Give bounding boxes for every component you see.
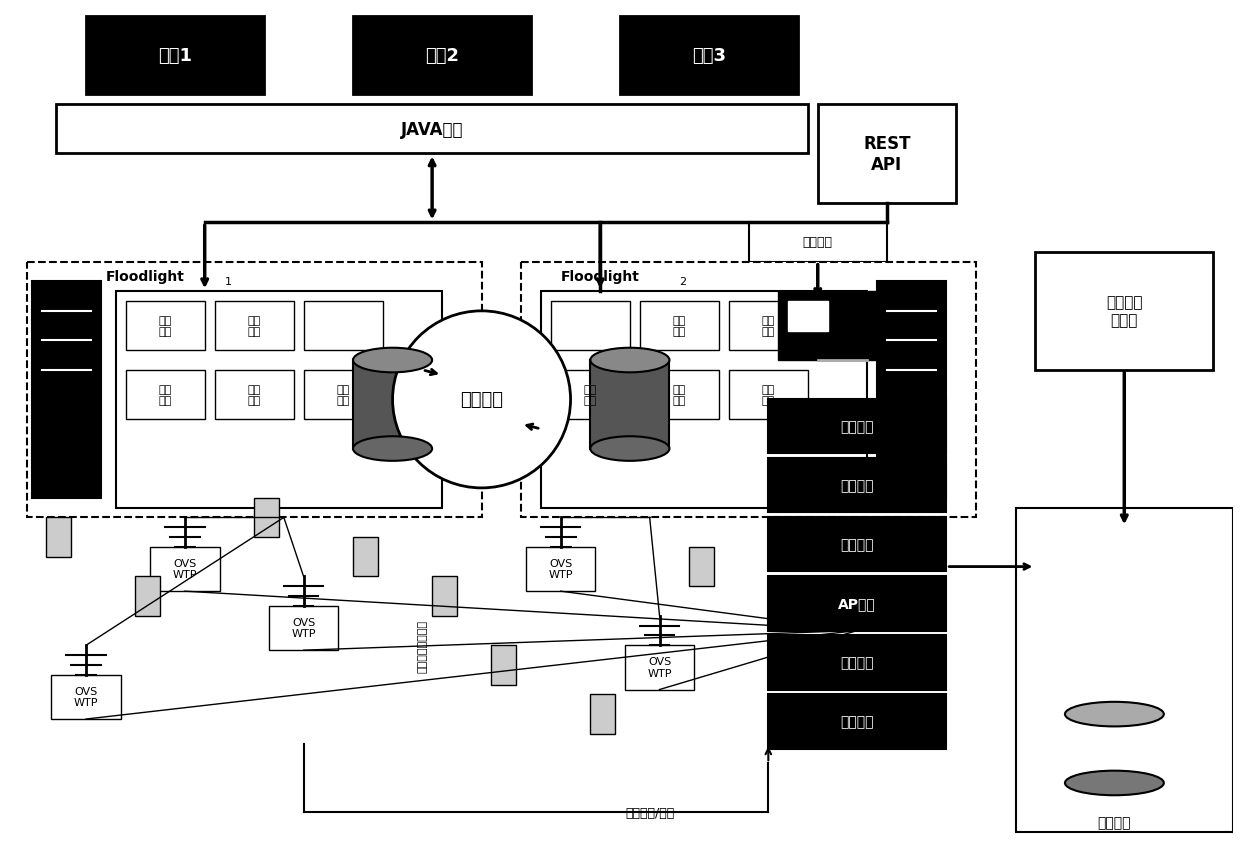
Text: 数据统计: 数据统计 (841, 656, 874, 669)
Ellipse shape (590, 436, 670, 462)
Text: 应用3: 应用3 (692, 47, 725, 65)
Text: 用户管理: 用户管理 (841, 715, 874, 728)
FancyBboxPatch shape (769, 517, 946, 572)
Text: REST
API: REST API (863, 135, 910, 174)
Ellipse shape (590, 349, 670, 373)
FancyBboxPatch shape (521, 262, 976, 517)
FancyBboxPatch shape (551, 371, 630, 419)
FancyBboxPatch shape (590, 695, 615, 734)
Text: 系统管理: 系统管理 (841, 420, 874, 434)
Text: 拓扑管理: 拓扑管理 (841, 479, 874, 493)
Text: 无线
模块: 无线 模块 (248, 384, 260, 406)
FancyBboxPatch shape (491, 646, 516, 684)
FancyBboxPatch shape (1035, 626, 1213, 705)
FancyBboxPatch shape (51, 675, 120, 719)
FancyBboxPatch shape (32, 282, 100, 498)
FancyBboxPatch shape (1035, 528, 1213, 606)
Circle shape (393, 311, 570, 489)
FancyBboxPatch shape (769, 636, 946, 690)
FancyBboxPatch shape (353, 360, 432, 449)
Text: OVS
WTP: OVS WTP (548, 558, 573, 580)
FancyBboxPatch shape (620, 17, 799, 95)
FancyBboxPatch shape (46, 517, 71, 557)
FancyBboxPatch shape (1016, 508, 1233, 832)
Text: AP管理: AP管理 (838, 597, 877, 611)
Text: Floodlight: Floodlight (560, 270, 640, 284)
Text: 数据分析模型: 数据分析模型 (1102, 658, 1147, 672)
Text: 1: 1 (224, 277, 232, 287)
FancyBboxPatch shape (304, 371, 383, 419)
Text: JAVA接口: JAVA接口 (401, 121, 464, 138)
FancyBboxPatch shape (1035, 252, 1213, 371)
FancyBboxPatch shape (689, 547, 714, 587)
FancyBboxPatch shape (749, 223, 887, 262)
Text: 设备
管理: 设备 管理 (761, 316, 775, 337)
FancyBboxPatch shape (353, 17, 531, 95)
FancyBboxPatch shape (551, 301, 630, 351)
FancyBboxPatch shape (269, 606, 339, 651)
Text: 无线
模块: 无线 模块 (673, 384, 686, 406)
FancyBboxPatch shape (625, 646, 694, 690)
Text: OVS
WTP: OVS WTP (74, 686, 98, 707)
Text: 用户
管理: 用户 管理 (336, 384, 350, 406)
FancyBboxPatch shape (135, 576, 160, 616)
FancyBboxPatch shape (27, 262, 481, 517)
FancyBboxPatch shape (432, 576, 456, 616)
FancyBboxPatch shape (640, 371, 719, 419)
FancyBboxPatch shape (86, 17, 264, 95)
FancyBboxPatch shape (1065, 714, 1164, 783)
Ellipse shape (1065, 702, 1164, 727)
FancyBboxPatch shape (125, 371, 205, 419)
Text: OVS
WTP: OVS WTP (647, 657, 672, 678)
FancyBboxPatch shape (541, 292, 867, 508)
FancyBboxPatch shape (779, 292, 897, 360)
FancyBboxPatch shape (817, 106, 956, 203)
Ellipse shape (353, 436, 432, 462)
Text: 链路
发现: 链路 发现 (673, 316, 686, 337)
FancyBboxPatch shape (125, 301, 205, 351)
Text: 用户
管理: 用户 管理 (584, 384, 596, 406)
FancyBboxPatch shape (526, 547, 595, 592)
FancyBboxPatch shape (640, 301, 719, 351)
FancyBboxPatch shape (150, 547, 219, 592)
FancyBboxPatch shape (353, 538, 378, 576)
Text: 参数判决算法: 参数判决算法 (1102, 560, 1147, 573)
FancyBboxPatch shape (254, 498, 279, 538)
FancyBboxPatch shape (769, 400, 946, 454)
FancyBboxPatch shape (56, 106, 808, 154)
Text: 用户添加/修改: 用户添加/修改 (625, 806, 675, 819)
Text: 链路
发现: 链路 发现 (248, 316, 260, 337)
Text: 配置管理: 配置管理 (841, 538, 874, 552)
FancyBboxPatch shape (215, 301, 294, 351)
Text: 设备
管理: 设备 管理 (159, 316, 172, 337)
Text: 转发
模块: 转发 模块 (159, 384, 172, 406)
FancyBboxPatch shape (590, 360, 670, 449)
Text: Floodlight: Floodlight (105, 270, 185, 284)
FancyBboxPatch shape (789, 301, 827, 331)
Ellipse shape (353, 349, 432, 373)
FancyBboxPatch shape (877, 282, 946, 498)
FancyBboxPatch shape (769, 695, 946, 749)
FancyBboxPatch shape (115, 292, 441, 508)
Text: OVS
WTP: OVS WTP (291, 617, 316, 639)
FancyBboxPatch shape (304, 301, 383, 351)
Ellipse shape (1065, 771, 1164, 795)
Text: 数据同步: 数据同步 (460, 391, 503, 408)
Text: 应用1: 应用1 (157, 47, 192, 65)
FancyBboxPatch shape (215, 371, 294, 419)
Text: OVS
WTP: OVS WTP (172, 558, 197, 580)
FancyBboxPatch shape (769, 576, 946, 630)
Text: 数据仓库: 数据仓库 (1097, 815, 1131, 830)
Text: 2: 2 (680, 277, 687, 287)
FancyBboxPatch shape (729, 371, 808, 419)
Text: 应用2: 应用2 (425, 47, 459, 65)
Text: 无线用户认证管理: 无线用户认证管理 (417, 619, 428, 672)
FancyBboxPatch shape (769, 459, 946, 513)
Text: 转发
模块: 转发 模块 (761, 384, 775, 406)
FancyBboxPatch shape (729, 301, 808, 351)
Text: 实时获取: 实时获取 (802, 236, 833, 249)
Text: 周期性收
集数据: 周期性收 集数据 (1106, 295, 1142, 327)
